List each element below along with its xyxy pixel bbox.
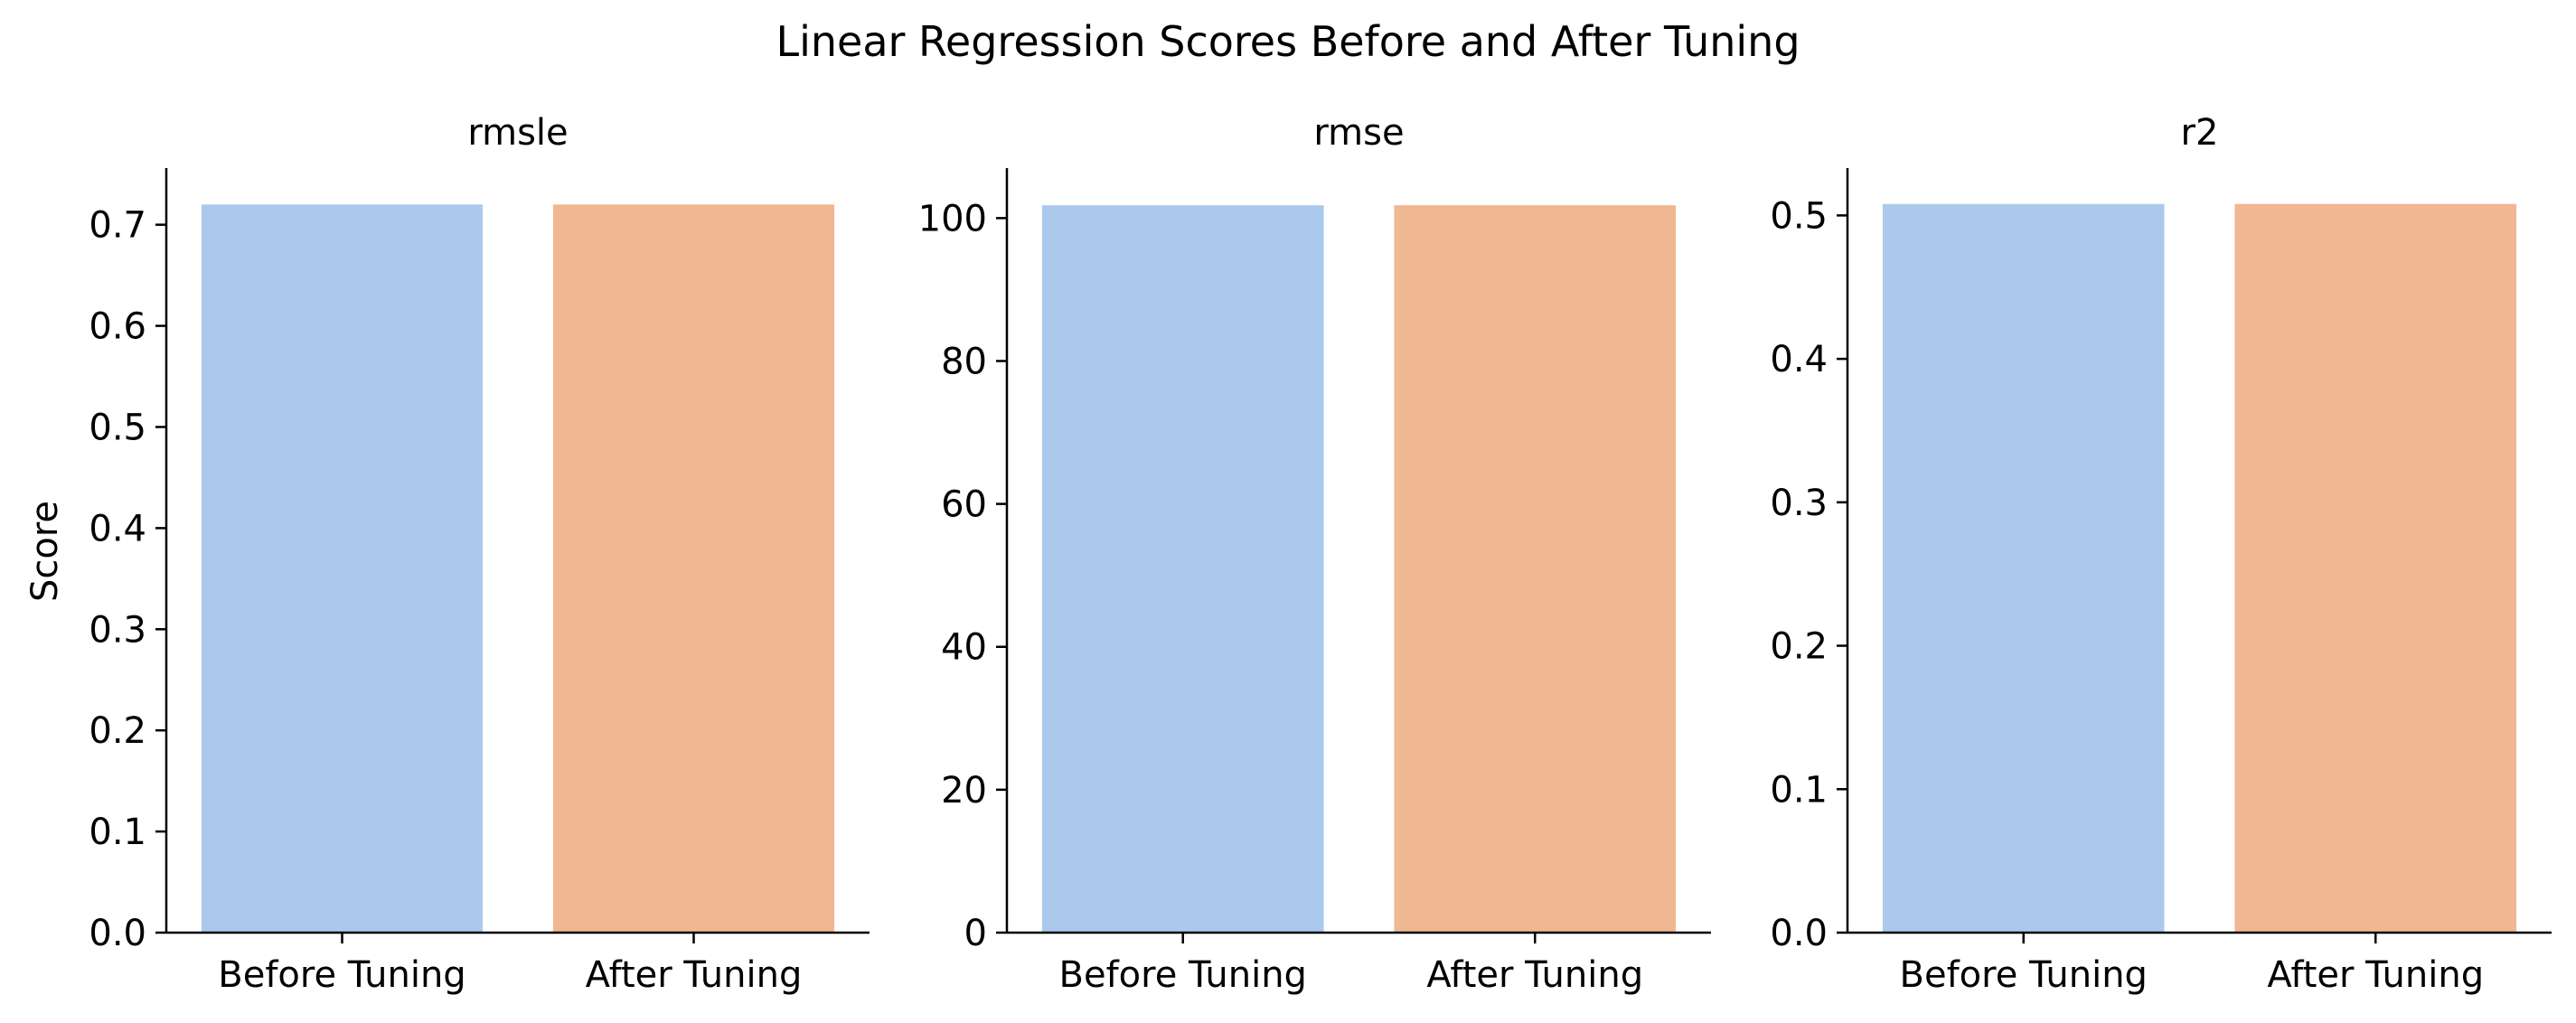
- subplot-rmse: rmse Before Tuning After Tuning 0 20 40 60 80 10…: [918, 112, 1711, 996]
- y-tick-label: 60: [941, 484, 987, 526]
- y-tick-label: 0.7: [89, 205, 146, 247]
- subplots: rmsle Before Tuning After Tuning 0.0 0.1 0.2 0…: [89, 112, 2552, 996]
- y-tick-label: 100: [918, 198, 987, 239]
- x-tick-label: After Tuning: [586, 954, 803, 996]
- subplot-title: rmsle: [467, 112, 568, 154]
- y-tick-label: 0.2: [1770, 626, 1828, 668]
- x-tick-label: Before Tuning: [1900, 954, 2148, 996]
- bar-after-tuning: [552, 204, 835, 934]
- y-tick-label: 0.5: [1770, 195, 1828, 237]
- y-tick-label: 0.4: [1770, 339, 1828, 380]
- y-tick-label: 0: [964, 913, 987, 954]
- y-tick-label: 0.1: [1770, 769, 1828, 811]
- subplot-title: rmse: [1313, 112, 1404, 154]
- x-tick-label: After Tuning: [2267, 954, 2484, 996]
- y-tick-label: 0.6: [89, 306, 146, 348]
- subplot-rmsle: rmsle Before Tuning After Tuning 0.0 0.1 0.2 0…: [89, 112, 870, 996]
- bar-before-tuning: [1041, 205, 1324, 933]
- bar-after-tuning: [2234, 203, 2517, 934]
- y-tick-label: 0.0: [1770, 913, 1828, 954]
- y-tick-label: 0.4: [89, 508, 146, 549]
- y-tick-label: 0.5: [89, 407, 146, 448]
- chart-title: Linear Regression Scores Before and Afte…: [776, 17, 1800, 66]
- subplot-r2: r2 Before Tuning After Tuning 0.0 0.1 0.2 0.3 0…: [1770, 112, 2552, 996]
- y-tick-label: 0.1: [89, 812, 146, 853]
- y-tick-label: 20: [941, 770, 987, 812]
- y-axis-label: Score: [24, 501, 66, 602]
- y-tick-label: 0.3: [89, 609, 146, 651]
- y-tick-label: 40: [941, 627, 987, 669]
- x-tick-label: After Tuning: [1426, 954, 1643, 996]
- y-tick-label: 80: [941, 341, 987, 382]
- x-tick-label: Before Tuning: [1059, 954, 1307, 996]
- bar-before-tuning: [201, 204, 484, 934]
- y-tick-label: 0.2: [89, 710, 146, 752]
- x-tick-label: Before Tuning: [218, 954, 465, 996]
- bar-before-tuning: [1882, 203, 2165, 934]
- bar-after-tuning: [1394, 205, 1677, 933]
- y-tick-label: 0.0: [89, 913, 146, 954]
- subplot-title: r2: [2181, 112, 2219, 154]
- y-tick-label: 0.3: [1770, 483, 1828, 524]
